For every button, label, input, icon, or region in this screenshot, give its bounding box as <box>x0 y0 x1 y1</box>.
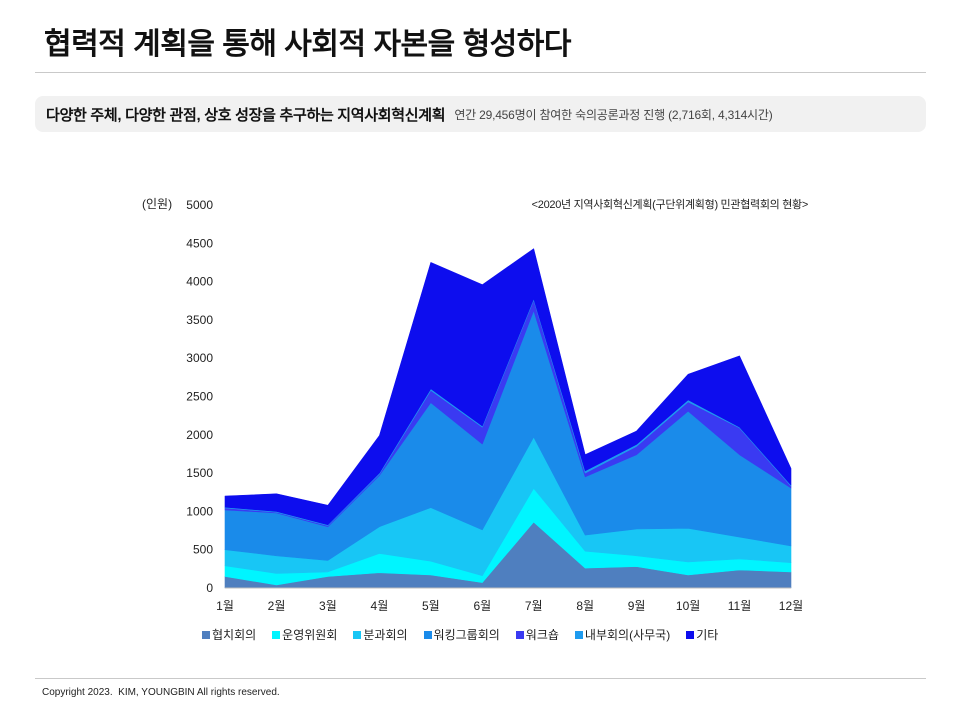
y-tick-label: 1500 <box>186 466 213 480</box>
x-axis-ticks: 1월 2월 3월 4월 5월 6월 7월 8월 9월 10월 11월 12월 <box>216 599 803 613</box>
x-tick-label: 4월 <box>371 599 389 613</box>
stacked-area-chart: (인원) <2020년 지역사회혁신계획(구단위계획형) 민관협력회의 현황> … <box>142 197 808 613</box>
y-tick-label: 0 <box>206 581 213 595</box>
chart-title-annotation: <2020년 지역사회혁신계획(구단위계획형) 민관협력회의 현황> <box>532 198 808 211</box>
legend-item-other: 기타 <box>686 626 718 643</box>
summary-note: 연간 29,456명이 참여한 숙의공론과정 진행 (2,716회, 4,314… <box>454 107 773 122</box>
area-other <box>224 248 792 526</box>
legend-item-subcommittee: 분과회의 <box>353 626 408 643</box>
page-title: 협력적 계획을 통해 사회적 자본을 형성하다 <box>44 28 571 61</box>
copyright-notice: Copyright 2023. KIM, YOUNGBIN All rights… <box>42 687 280 698</box>
x-tick-label: 11월 <box>728 599 752 613</box>
footer-divider <box>35 678 926 679</box>
y-tick-label: 4000 <box>186 275 213 289</box>
legend-item-internal-meeting: 내부회의(사무국) <box>574 626 671 643</box>
summary-headline: 다양한 주체, 다양한 관점, 상호 성장을 추구하는 지역사회혁신계획 <box>46 106 446 124</box>
y-tick-label: 500 <box>193 543 213 557</box>
x-tick-label: 1월 <box>216 599 234 613</box>
chart-legend: 협치회의 운영위원회 분과회의 워킹그룹회의 워크숍 내부회의(사무국) 기타 <box>202 626 718 643</box>
legend-label: 분과회의 <box>363 628 408 642</box>
y-tick-label: 5000 <box>186 198 213 212</box>
x-tick-label: 8월 <box>576 599 594 613</box>
legend-swatch <box>574 630 583 639</box>
legend-item-governance-meeting: 협치회의 <box>202 626 256 643</box>
x-tick-label: 7월 <box>525 599 543 613</box>
legend-item-workshop: 워크숍 <box>515 626 559 643</box>
legend-label: 워킹그룹회의 <box>433 628 500 642</box>
legend-label: 협치회의 <box>212 628 257 642</box>
legend-swatch <box>686 630 695 639</box>
y-tick-label: 2500 <box>186 390 213 404</box>
y-axis-ticks: 0 500 1000 1500 2000 2500 3000 3500 4000 4500 5000 <box>186 198 213 595</box>
legend-swatch <box>515 630 524 639</box>
legend-swatch <box>353 630 362 639</box>
legend-label: 운영위원회 <box>282 628 338 642</box>
legend-item-working-group: 워킹그룹회의 <box>423 626 500 643</box>
x-tick-label: 6월 <box>473 599 491 613</box>
y-tick-label: 4500 <box>186 236 213 250</box>
area-series-group <box>224 248 792 589</box>
legend-label: 내부회의(사무국) <box>584 628 671 642</box>
y-axis-title: (인원) <box>142 197 172 211</box>
legend-swatch <box>272 630 281 639</box>
x-tick-label: 3월 <box>319 599 337 613</box>
legend-swatch <box>423 630 432 639</box>
x-tick-label: 5월 <box>422 599 440 613</box>
x-tick-label: 10월 <box>676 599 700 613</box>
y-tick-label: 3000 <box>186 351 213 365</box>
title-divider <box>35 72 926 73</box>
legend-item-steering-committee: 운영위원회 <box>272 626 337 643</box>
y-tick-label: 3500 <box>186 313 213 327</box>
legend-label: 기타 <box>696 628 719 642</box>
y-tick-label: 1000 <box>186 504 213 518</box>
y-tick-label: 2000 <box>186 428 213 442</box>
legend-swatch <box>202 630 210 639</box>
x-tick-label: 12월 <box>779 599 803 613</box>
legend-label: 워크숍 <box>525 628 559 642</box>
x-tick-label: 9월 <box>628 599 646 613</box>
summary-banner: 다양한 주체, 다양한 관점, 상호 성장을 추구하는 지역사회혁신계획 연간 … <box>35 96 926 132</box>
x-tick-label: 2월 <box>268 599 286 613</box>
